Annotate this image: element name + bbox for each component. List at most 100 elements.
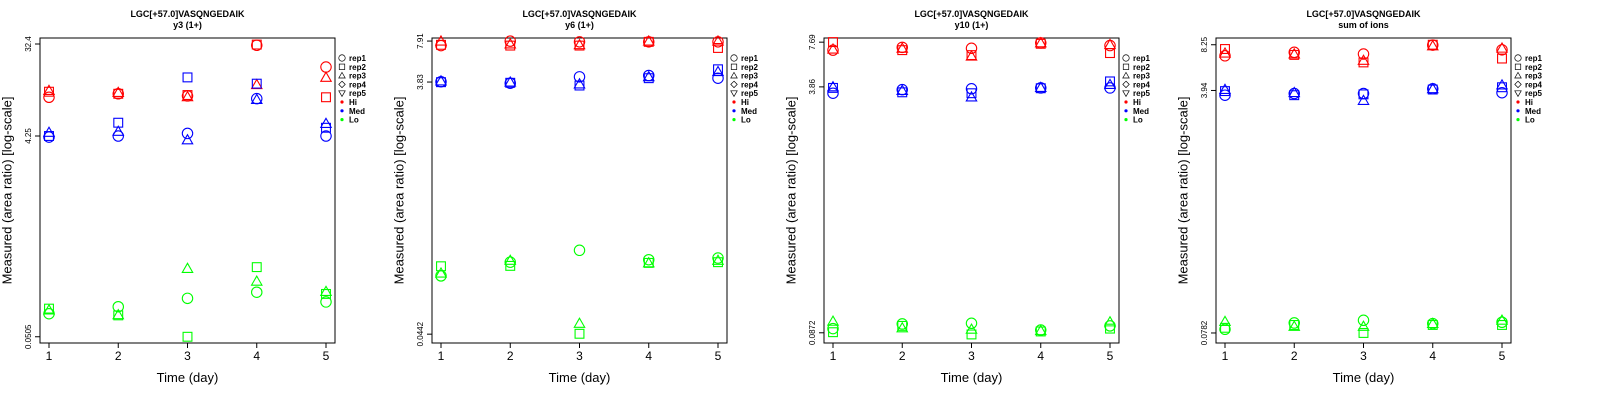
legend-label: rep3 xyxy=(349,72,366,81)
data-point xyxy=(181,262,194,273)
x-tick-label: 3 xyxy=(968,349,975,363)
legend-symbol-rep2 xyxy=(1122,63,1130,70)
data-point xyxy=(897,45,908,56)
legend-symbol-rep5 xyxy=(338,90,346,98)
legend-label: rep5 xyxy=(1133,89,1150,98)
legend-label: rep4 xyxy=(349,80,366,89)
data-point xyxy=(1496,316,1508,328)
legend-dot xyxy=(1124,100,1128,104)
data-point xyxy=(251,78,262,89)
data-point xyxy=(1219,323,1231,336)
chart-title: LGC[+57.0]VASQNGEDAIK xyxy=(130,9,245,19)
data-point xyxy=(713,42,723,53)
legend-marker xyxy=(338,90,346,98)
legend-marker xyxy=(1514,71,1522,79)
legend-label: Lo xyxy=(349,116,359,125)
data-point xyxy=(44,86,54,97)
data-point xyxy=(966,88,977,99)
data-point xyxy=(251,286,263,298)
data-point xyxy=(112,86,125,97)
y-tick-label: 0.0442 xyxy=(416,321,425,346)
legend-symbol-rep1 xyxy=(1514,54,1522,62)
legend-marker xyxy=(1514,63,1522,70)
plot-box xyxy=(39,37,336,344)
legend-symbol-rep4 xyxy=(730,80,738,89)
data-point xyxy=(1034,81,1047,93)
data-point xyxy=(42,84,56,95)
data-point xyxy=(1426,82,1439,94)
data-point xyxy=(711,254,725,265)
data-point xyxy=(112,125,125,136)
legend-marker xyxy=(1514,54,1522,62)
data-point xyxy=(504,75,517,87)
data-point xyxy=(1357,320,1370,331)
data-point xyxy=(434,74,448,86)
data-point xyxy=(113,310,124,321)
data-point xyxy=(319,71,333,82)
x-tick-label: 2 xyxy=(899,349,906,363)
data-point xyxy=(181,127,194,140)
data-point xyxy=(643,36,654,47)
data-point xyxy=(1035,38,1046,49)
data-point xyxy=(250,93,263,105)
data-point xyxy=(828,82,838,93)
x-tick-label: 3 xyxy=(576,349,583,363)
data-point xyxy=(1426,317,1439,329)
chart-subtitle: y3 (1+) xyxy=(173,20,202,30)
data-point xyxy=(1427,84,1438,95)
chart-subtitle: y10 (1+) xyxy=(955,20,989,30)
data-point xyxy=(319,117,333,128)
data-point xyxy=(1288,47,1301,59)
data-point xyxy=(897,87,908,98)
legend-marker xyxy=(338,71,346,79)
legend-label: Hi xyxy=(1133,98,1141,107)
data-point xyxy=(965,42,978,55)
legend-label: rep5 xyxy=(349,89,366,98)
data-point xyxy=(1288,320,1301,331)
x-axis-label: Time (day) xyxy=(941,370,1003,385)
data-point xyxy=(1288,317,1301,329)
data-point xyxy=(896,321,909,333)
data-point xyxy=(1357,54,1370,65)
x-tick-label: 4 xyxy=(1429,349,1436,363)
data-point xyxy=(1496,86,1508,99)
data-point xyxy=(828,327,838,338)
data-point xyxy=(1105,76,1115,87)
legend-symbol-rep5 xyxy=(1122,90,1130,98)
legend-symbol-rep1 xyxy=(338,54,346,62)
legend-dot xyxy=(732,118,736,122)
legend-label: rep2 xyxy=(349,63,366,72)
legend-symbol-rep1 xyxy=(730,54,738,62)
y-tick-label: 7.69 xyxy=(808,34,817,50)
data-point xyxy=(1495,313,1509,325)
x-axis-label: Time (day) xyxy=(157,370,219,385)
data-point xyxy=(112,88,125,100)
data-point xyxy=(642,256,655,268)
data-point xyxy=(321,92,331,103)
legend-symbol-rep2 xyxy=(1514,63,1522,70)
legend-marker xyxy=(1122,54,1130,62)
legend-symbol-rep2 xyxy=(338,63,346,70)
data-point xyxy=(504,254,517,265)
legend-label: Med xyxy=(741,107,757,116)
data-point xyxy=(643,73,654,84)
data-point xyxy=(1358,89,1369,100)
chart-subtitle: sum of ions xyxy=(1338,20,1389,30)
y-tick-label: 8.25 xyxy=(1200,36,1209,52)
data-point xyxy=(896,84,909,95)
legend-symbol-rep1 xyxy=(1122,54,1130,62)
data-point xyxy=(1497,319,1507,330)
plot-box xyxy=(1215,37,1512,344)
data-point xyxy=(320,61,332,73)
legend-label: Lo xyxy=(1525,116,1535,125)
x-tick-label: 5 xyxy=(323,349,330,363)
data-point xyxy=(1035,83,1046,94)
data-point xyxy=(251,39,262,50)
legend-label: rep4 xyxy=(741,80,758,89)
data-point xyxy=(434,266,448,278)
data-point xyxy=(319,285,333,297)
